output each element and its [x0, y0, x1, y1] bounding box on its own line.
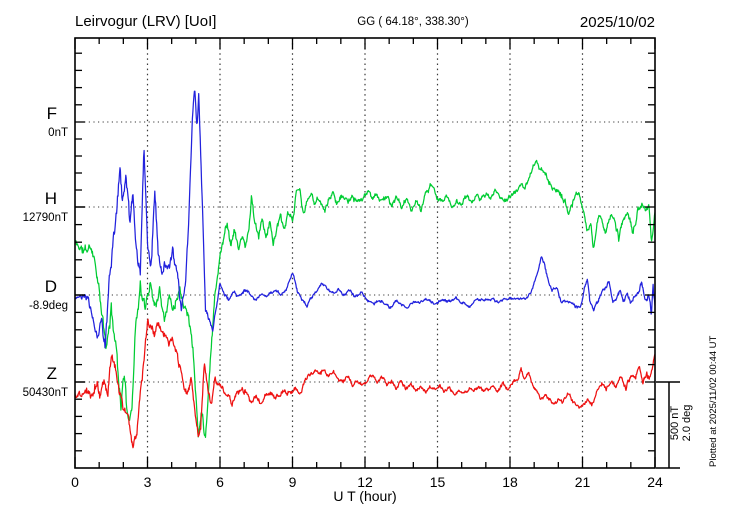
- baseline-value-f: 0nT: [48, 127, 68, 139]
- trace-h: [75, 159, 655, 439]
- plotted-at-note: Plotted at 2025/11/02 00:44 UT: [708, 335, 719, 467]
- component-label-h: H: [45, 189, 57, 208]
- baseline-value-d: -8.9deg: [29, 300, 68, 312]
- x-tick-label: 3: [144, 474, 152, 490]
- x-tick-label: 18: [502, 474, 518, 490]
- scale-bar: [656, 381, 680, 469]
- x-tick-label: 12: [357, 474, 373, 490]
- plot-frame: [74, 37, 656, 469]
- station-title: Leirvogur (LRV) [UoI]: [75, 13, 216, 30]
- dotted-gridlines: [75, 38, 655, 468]
- x-tick-label: 15: [430, 474, 446, 490]
- x-tick-label: 24: [647, 474, 663, 490]
- x-tick-labels: 0 3 6 9 12 15 18 21 24: [71, 474, 663, 490]
- scale-bar-label-deg: 2.0 deg: [681, 405, 693, 442]
- geographic-coords: GG ( 64.18°, 338.30°): [357, 16, 469, 28]
- trace-z: [75, 318, 655, 449]
- x-tick-label: 6: [216, 474, 224, 490]
- component-label-z: Z: [47, 364, 57, 383]
- component-label-f: F: [47, 104, 57, 123]
- x-tick-label: 21: [575, 474, 591, 490]
- x-axis-label: U T (hour): [333, 488, 396, 504]
- baseline-value-h: 12790nT: [23, 212, 68, 224]
- component-label-d: D: [45, 277, 57, 296]
- scale-bar-label-nt: 500 nT: [669, 406, 681, 441]
- trace-d: [75, 90, 655, 349]
- plot-date: 2025/10/02: [580, 14, 655, 31]
- x-tick-label: 9: [289, 474, 297, 490]
- trace-curves: [75, 90, 655, 449]
- baseline-value-z: 50430nT: [23, 387, 68, 399]
- x-tick-label: 0: [71, 474, 79, 490]
